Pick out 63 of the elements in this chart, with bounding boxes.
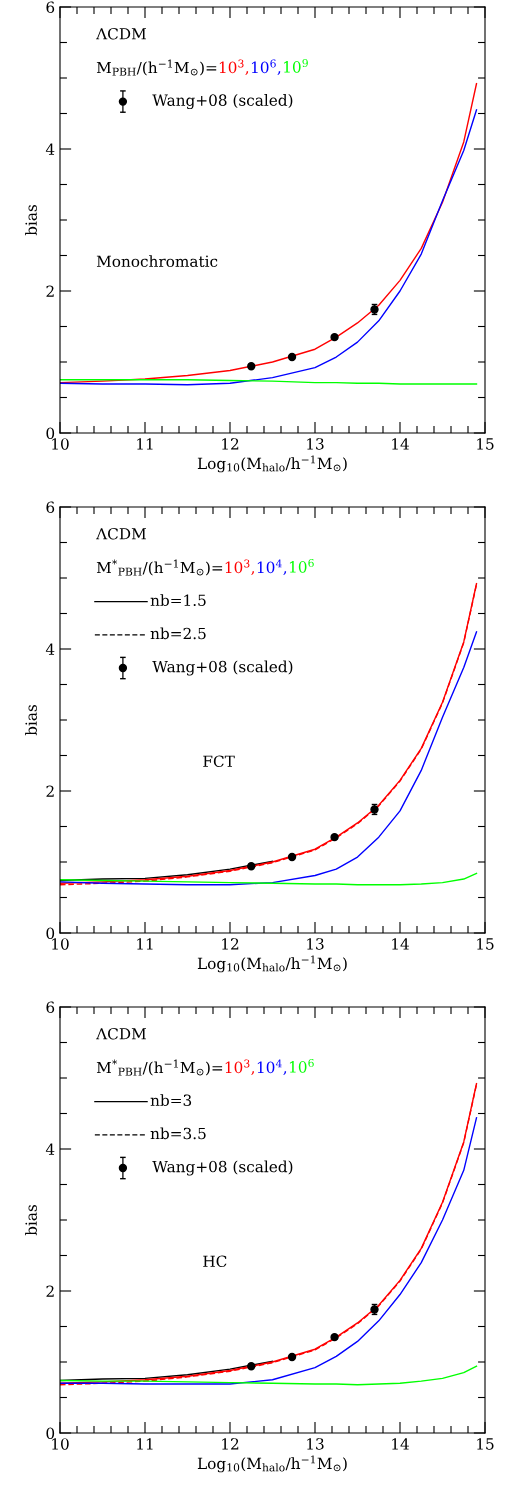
y-axis-title: bias: [25, 1204, 37, 1236]
text: 10$^{3}$,: [225, 1059, 255, 1076]
x-tick-label: 13: [307, 938, 324, 950]
y-tick-label: 2: [46, 285, 54, 297]
text: 10$^{4}$,: [257, 1059, 287, 1076]
legend-label: Wang+08 (scaled): [152, 94, 293, 110]
legend-label: Wang+08 (scaled): [152, 1160, 293, 1176]
annotation: Monochromatic: [96, 255, 218, 268]
x-tick-label: 11: [137, 1438, 153, 1450]
y-tick-label: 6: [46, 1, 55, 14]
legend-label: Wang+08 (scaled): [152, 660, 293, 676]
point: [287, 1352, 297, 1362]
x-tick-label: 12: [222, 1438, 239, 1450]
line-series: [60, 1365, 478, 1386]
annotation: M$^{*}$$_{PBH}$/(h$^{−1}$M$_{⊙}$)=: [96, 1059, 223, 1076]
text: 10$^{6}$: [289, 1058, 314, 1073]
x-tick-label: 12: [222, 938, 239, 950]
annotation: ΛCDM: [96, 527, 146, 540]
text: 10$^{6}$: [289, 558, 314, 573]
text: 10$^{4}$,: [257, 559, 287, 576]
annotation: HC: [203, 1255, 227, 1268]
text: 10$^{3}$,: [219, 59, 249, 76]
y-tick-label: 2: [46, 785, 54, 797]
annotation: nb=3.5: [150, 1127, 206, 1140]
x-tick-label: 14: [392, 1438, 409, 1450]
annotation: ΛCDM: [96, 27, 146, 40]
annotation: nb=3: [150, 1094, 192, 1107]
x-tick-label: 14: [392, 938, 409, 950]
x-tick-label: 10: [52, 1438, 69, 1450]
x-tick-label: 11: [137, 938, 153, 950]
text: Log$_{10}$(M$_{halo}$/h$^{−1}$M$_{⊙}$): [197, 955, 347, 973]
x-tick-label: 13: [307, 1438, 324, 1450]
annotation: M$^{*}$$_{PBH}$/(h$^{−1}$M$_{⊙}$)=: [96, 559, 223, 576]
x-tick-label: 15: [477, 438, 494, 450]
x-tick-label: 14: [392, 438, 409, 450]
x-tick-label: 13: [307, 438, 324, 450]
text: Log$_{10}$(M$_{halo}$/h$^{−1}$M$_{⊙}$): [197, 455, 347, 473]
y-tick-label: 2: [46, 1285, 54, 1297]
point: [287, 352, 297, 362]
line-series: [60, 872, 478, 886]
x-tick-label: 10: [52, 438, 69, 450]
x-tick-label: 10: [52, 938, 69, 950]
text: 10$^{3}$,: [225, 559, 255, 576]
point: [287, 852, 297, 862]
annotation: nb=1.5: [150, 594, 206, 606]
x-tick-label: 15: [477, 938, 494, 950]
x-tick-label: 12: [222, 438, 239, 450]
y-axis-title: bias: [25, 704, 37, 736]
y-tick-label: 6: [46, 1001, 55, 1014]
y-tick-label: 4: [45, 643, 55, 655]
annotation: FCT: [203, 755, 235, 768]
text: Log$_{10}$(M$_{halo}$/h$^{−1}$M$_{⊙}$): [197, 1455, 347, 1473]
annotation: M$_{PBH}$/(h$^{−1}$M$_{⊙}$)=: [96, 59, 217, 76]
annotation: ΛCDM: [96, 1027, 146, 1040]
text: 10$^{9}$: [284, 58, 308, 73]
annotation: nb=2.5: [150, 627, 206, 640]
text: 10$^{6}$,: [251, 59, 281, 76]
y-tick-label: 4: [45, 143, 55, 155]
y-axis-title: bias: [25, 204, 37, 236]
x-tick-label: 15: [477, 1438, 494, 1450]
x-tick-label: 11: [137, 438, 153, 450]
y-tick-label: 6: [46, 501, 55, 514]
y-tick-label: 4: [45, 1143, 55, 1155]
